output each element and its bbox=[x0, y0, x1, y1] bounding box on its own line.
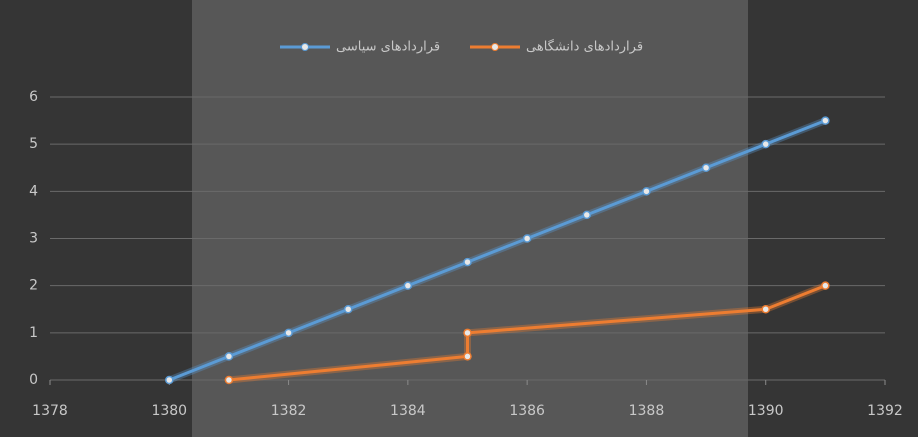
point bbox=[642, 187, 651, 196]
point bbox=[821, 281, 830, 290]
x-tick-label: 1378 bbox=[32, 403, 68, 419]
point bbox=[343, 305, 353, 314]
point bbox=[224, 352, 234, 361]
legend-marker bbox=[301, 43, 309, 51]
point bbox=[463, 257, 472, 267]
point bbox=[821, 116, 830, 125]
legend-label: قراردادهای سیاسی bbox=[336, 40, 440, 55]
legend-label: قراردادهای دانشگاهی bbox=[526, 39, 643, 55]
x-tick-label: 1388 bbox=[629, 403, 665, 419]
point bbox=[582, 210, 592, 220]
legend-marker bbox=[491, 43, 499, 51]
x-tick-label: 1382 bbox=[271, 403, 307, 419]
legend: قراردادهای سیاسی قراردادهای دانشگاهی bbox=[280, 39, 643, 55]
y-tick-label: 3 bbox=[29, 231, 38, 247]
point bbox=[284, 328, 293, 338]
y-tick-label: 5 bbox=[29, 136, 38, 152]
y-tick-label: 4 bbox=[29, 183, 38, 199]
point bbox=[701, 163, 711, 172]
x-tick-label: 1380 bbox=[151, 403, 187, 419]
y-tick-label: 1 bbox=[29, 325, 38, 341]
y-tick-label: 0 bbox=[29, 372, 38, 388]
y-tick-label: 6 bbox=[29, 89, 38, 105]
point bbox=[463, 352, 472, 361]
x-tick-label: 1384 bbox=[390, 403, 426, 419]
point bbox=[403, 281, 413, 290]
x-tick-label: 1390 bbox=[748, 403, 784, 419]
point bbox=[761, 139, 770, 149]
x-tick-label: 1386 bbox=[509, 403, 545, 419]
point bbox=[224, 375, 234, 385]
point bbox=[463, 328, 472, 338]
watermark-band bbox=[192, 0, 748, 437]
x-tick-label: 1392 bbox=[867, 403, 903, 419]
y-tick-label: 2 bbox=[29, 278, 38, 294]
point bbox=[761, 305, 770, 314]
series-line bbox=[168, 119, 826, 382]
point bbox=[165, 375, 174, 385]
point bbox=[522, 234, 532, 243]
